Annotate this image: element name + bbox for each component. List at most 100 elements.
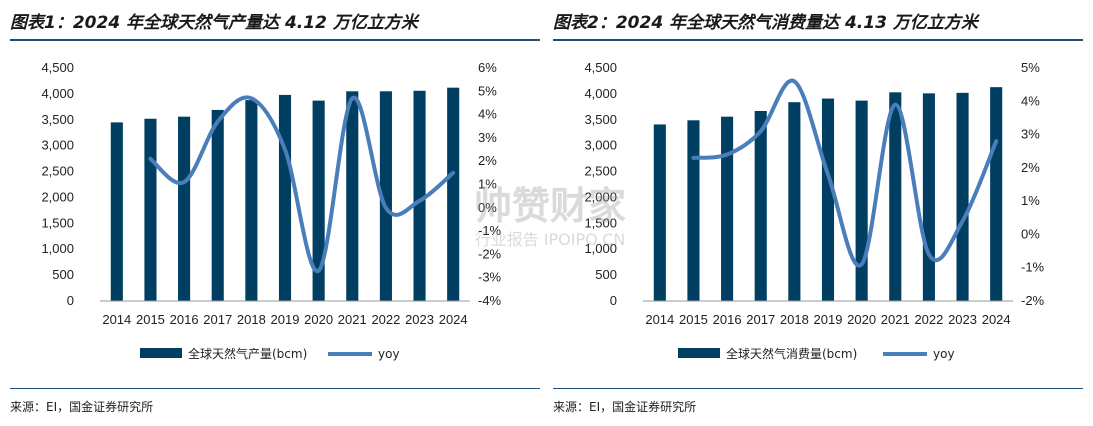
consumption-chart: 0 500 1,000 1,500 2,000 2,500 3,000 3,500 4,000 4…: [584, 60, 1045, 361]
y-right-tick-label: 6%: [478, 60, 497, 75]
x-tick-label: 2014: [102, 312, 131, 327]
legend-bar-swatch: [678, 348, 720, 358]
y-left-tick-label: 3,000: [584, 138, 617, 153]
x-tick-label: 2021: [338, 312, 367, 327]
x-tick-label: 2020: [847, 312, 876, 327]
x-tick-label: 2024: [439, 312, 468, 327]
bar: [447, 87, 460, 301]
x-tick-label: 2023: [405, 312, 434, 327]
bar: [990, 87, 1003, 301]
y-left-tick-label: 1,000: [41, 241, 74, 256]
y-left-tick-label: 4,500: [41, 60, 74, 75]
x-tick-label: 2015: [136, 312, 165, 327]
y-left-tick-label: 3,500: [41, 112, 74, 127]
bar: [653, 124, 666, 301]
bottom-rule: [10, 388, 540, 389]
x-tick-label: 2023: [948, 312, 977, 327]
x-tick-label: 2018: [780, 312, 809, 327]
title-rule: [553, 39, 1083, 41]
y-left-tick-label: 500: [595, 267, 617, 282]
x-tick-label: 2022: [371, 312, 400, 327]
y-right-tick-label: 0%: [478, 200, 497, 215]
y-right-tick-label: 5%: [1021, 60, 1040, 75]
bar: [211, 109, 224, 301]
y-right-tick-label: 0%: [1021, 226, 1040, 241]
bar: [144, 118, 157, 302]
y-left-tick-label: 1,500: [41, 215, 74, 230]
y-left-tick-label: 4,000: [41, 86, 74, 101]
x-tick-label: 2016: [170, 312, 199, 327]
chart-panel-consumption: 图表2：2024 年全球天然气消费量达 4.13 万亿立方米 0 500 1,000…: [553, 0, 1083, 426]
y-right-tick-label: 2%: [1021, 160, 1040, 175]
x-tick-label: 2014: [645, 312, 674, 327]
chart-panel-production: 图表1：2024 年全球天然气产量达 4.12 万亿立方米 0 500 1,000 1…: [10, 0, 540, 426]
bar: [754, 110, 767, 301]
y-right-tick-label: -4%: [478, 293, 502, 308]
y-left-tick-label: 0: [67, 293, 74, 308]
bar: [687, 120, 700, 301]
chart-title: 图表2：2024 年全球天然气消费量达 4.13 万亿立方米: [553, 13, 978, 33]
bar: [245, 100, 258, 301]
chart-source: 来源：EI，国金证券研究所: [553, 400, 697, 414]
y-left-tick-label: 3,500: [584, 112, 617, 127]
bar: [379, 91, 392, 301]
y-right-tick-label: -3%: [478, 270, 502, 285]
y-left-tick-label: 2,000: [41, 189, 74, 204]
y-left-tick-label: 1,000: [584, 241, 617, 256]
bar: [956, 92, 969, 301]
chart-title: 图表1：2024 年全球天然气产量达 4.12 万亿立方米: [10, 13, 418, 33]
legend-bar-swatch: [140, 348, 182, 358]
y-right-tick-label: 4%: [1021, 93, 1040, 108]
bar: [346, 91, 359, 301]
y-left-tick-label: 2,000: [584, 189, 617, 204]
x-tick-label: 2021: [881, 312, 910, 327]
bottom-rule: [553, 388, 1083, 389]
bar: [889, 92, 902, 301]
x-tick-label: 2019: [271, 312, 300, 327]
x-tick-label: 2015: [679, 312, 708, 327]
y-right-tick-label: 4%: [478, 107, 497, 122]
y-left-tick-label: 2,500: [41, 164, 74, 179]
bar: [721, 116, 734, 301]
y-right-tick-label: 1%: [1021, 193, 1040, 208]
legend-line-label: yoy: [933, 347, 955, 361]
bar: [413, 90, 426, 301]
x-tick-label: 2016: [713, 312, 742, 327]
y-left-tick-label: 3,000: [41, 138, 74, 153]
bar: [178, 116, 191, 301]
y-left-tick-label: 1,500: [584, 215, 617, 230]
bar: [312, 100, 325, 301]
production-chart: 0 500 1,000 1,500 2,000 2,500 3,000 3,500 4,000 4…: [41, 60, 502, 361]
bar: [855, 100, 868, 301]
y-right-tick-label: -1%: [1021, 260, 1045, 275]
y-left-tick-label: 4,500: [584, 60, 617, 75]
x-tick-label: 2024: [982, 312, 1011, 327]
bar: [110, 122, 123, 301]
y-right-tick-label: -1%: [478, 223, 502, 238]
bar: [278, 94, 292, 302]
y-left-tick-label: 4,000: [584, 86, 617, 101]
y-left-tick-label: 500: [52, 267, 74, 282]
legend-bar-label: 全球天然气产量(bcm): [188, 346, 307, 361]
y-right-tick-label: 1%: [478, 177, 497, 192]
x-tick-label: 2017: [203, 312, 232, 327]
chart-source: 来源：EI，国金证券研究所: [10, 400, 154, 414]
yoy-line: [691, 78, 999, 268]
x-tick-label: 2018: [237, 312, 266, 327]
x-tick-label: 2017: [746, 312, 775, 327]
title-rule: [10, 39, 540, 41]
y-right-tick-label: 5%: [478, 83, 497, 98]
x-tick-label: 2019: [814, 312, 843, 327]
y-left-tick-label: 0: [610, 293, 617, 308]
x-tick-label: 2020: [304, 312, 333, 327]
y-right-tick-label: 2%: [478, 153, 497, 168]
y-left-tick-label: 2,500: [584, 164, 617, 179]
y-right-tick-label: 3%: [1021, 127, 1040, 142]
legend-line-label: yoy: [378, 347, 400, 361]
bar: [922, 93, 935, 301]
yoy-line: [148, 95, 456, 273]
y-right-tick-label: -2%: [478, 246, 502, 261]
bar: [821, 98, 835, 301]
y-right-tick-label: 3%: [478, 130, 497, 145]
legend-bar-label: 全球天然气消费量(bcm): [726, 346, 857, 361]
